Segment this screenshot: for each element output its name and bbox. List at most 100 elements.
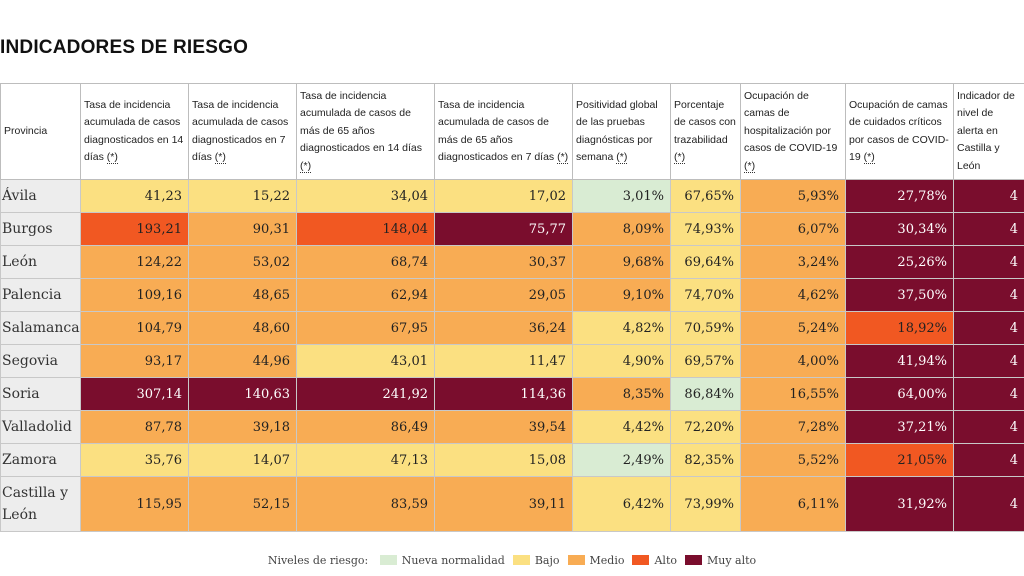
value-cell: 4 [953, 179, 1024, 213]
value-cell: 5,93% [740, 179, 846, 213]
value-cell: 35,76 [80, 443, 189, 477]
value-cell: 34,04 [296, 179, 435, 213]
province-cell: Castilla y León [0, 476, 81, 532]
value-cell: 67,65% [670, 179, 741, 213]
value-cell: 48,60 [188, 311, 297, 345]
value-cell: 70,59% [670, 311, 741, 345]
value-cell: 8,35% [572, 377, 671, 411]
value-cell: 39,11 [434, 476, 573, 532]
column-header: Provincia [0, 83, 81, 180]
value-cell: 140,63 [188, 377, 297, 411]
legend-item: Muy alto [685, 554, 756, 567]
value-cell: 29,05 [434, 278, 573, 312]
value-cell: 36,24 [434, 311, 573, 345]
value-cell: 67,95 [296, 311, 435, 345]
value-cell: 83,59 [296, 476, 435, 532]
province-cell: Salamanca [0, 311, 81, 345]
value-cell: 4 [953, 410, 1024, 444]
value-cell: 109,16 [80, 278, 189, 312]
value-cell: 72,20% [670, 410, 741, 444]
value-cell: 4 [953, 377, 1024, 411]
value-cell: 193,21 [80, 212, 189, 246]
value-cell: 15,08 [434, 443, 573, 477]
legend-swatch [685, 555, 702, 565]
page-title: INDICADORES DE RIESGO [0, 37, 249, 58]
province-cell: Burgos [0, 212, 81, 246]
value-cell: 17,02 [434, 179, 573, 213]
legend-item: Nueva normalidad [379, 554, 505, 567]
value-cell: 39,18 [188, 410, 297, 444]
value-cell: 39,54 [434, 410, 573, 444]
value-cell: 53,02 [188, 245, 297, 279]
value-cell: 69,64% [670, 245, 741, 279]
footnote-link[interactable]: (*) [557, 151, 569, 164]
value-cell: 90,31 [188, 212, 297, 246]
value-cell: 64,00% [845, 377, 954, 411]
value-cell: 37,21% [845, 410, 954, 444]
value-cell: 14,07 [188, 443, 297, 477]
legend-text: Alto [654, 554, 677, 567]
column-header: Ocupación de camas de cuidados críticos … [845, 83, 954, 180]
legend-text: Bajo [534, 554, 560, 567]
value-cell: 86,49 [296, 410, 435, 444]
value-cell: 114,36 [434, 377, 573, 411]
province-cell: León [0, 245, 81, 279]
table-header-row: Provincia Tasa de incidencia acumulada d… [0, 83, 1024, 180]
footnote-link[interactable]: (*) [300, 159, 312, 173]
value-cell: 4,42% [572, 410, 671, 444]
table-row: León 124,22 53,02 68,74 30,37 9,68% 69,64% 3,24… [0, 245, 1024, 279]
value-cell: 62,94 [296, 278, 435, 312]
value-cell: 115,95 [80, 476, 189, 532]
value-cell: 15,22 [188, 179, 297, 213]
value-cell: 68,74 [296, 245, 435, 279]
legend-text: Medio [589, 554, 625, 567]
value-cell: 75,77 [434, 212, 573, 246]
value-cell: 4,62% [740, 278, 846, 312]
column-header: Tasa de incidencia acumulada de casos di… [80, 83, 189, 180]
legend-label: Niveles de riesgo: [267, 554, 369, 567]
value-cell: 41,23 [80, 179, 189, 213]
table-row: Segovia 93,17 44,96 43,01 11,47 4,90% 69,57% 4,… [0, 344, 1024, 378]
value-cell: 11,47 [434, 344, 573, 378]
footnote-link[interactable]: (*) [214, 151, 226, 164]
table-row: Zamora 35,76 14,07 47,13 15,08 2,49% 82,35% 5,5… [0, 443, 1024, 477]
value-cell: 74,93% [670, 212, 741, 246]
column-header: Tasa de incidencia acumulada de casos de… [434, 83, 573, 180]
footnote-link[interactable]: (*) [744, 159, 756, 173]
footnote-link[interactable]: (*) [863, 151, 875, 164]
value-cell: 4,82% [572, 311, 671, 345]
value-cell: 148,04 [296, 212, 435, 246]
value-cell: 31,92% [845, 476, 954, 532]
value-cell: 18,92% [845, 311, 954, 345]
province-cell: Soria [0, 377, 81, 411]
value-cell: 8,09% [572, 212, 671, 246]
value-cell: 6,42% [572, 476, 671, 532]
value-cell: 4,00% [740, 344, 846, 378]
value-cell: 6,11% [740, 476, 846, 532]
value-cell: 104,79 [80, 311, 189, 345]
province-cell: Valladolid [0, 410, 81, 444]
table-row: Valladolid 87,78 39,18 86,49 39,54 4,42% 72,20… [0, 410, 1024, 444]
value-cell: 25,26% [845, 245, 954, 279]
table-row: Soria 307,14 140,63 241,92 114,36 8,35% 86,84%… [0, 377, 1024, 411]
value-cell: 30,37 [434, 245, 573, 279]
province-cell: Palencia [0, 278, 81, 312]
legend-swatch [567, 555, 585, 565]
legend-item: Medio [567, 554, 625, 567]
value-cell: 69,57% [670, 344, 741, 378]
value-cell: 73,99% [670, 476, 741, 532]
value-cell: 74,70% [670, 278, 741, 312]
value-cell: 4 [953, 245, 1024, 279]
table-row: Ávila 41,23 15,22 34,04 17,02 3,01% 67,65% 5,93… [0, 179, 1024, 213]
legend-swatch [512, 555, 530, 565]
footnote-link[interactable]: (*) [616, 151, 628, 164]
value-cell: 3,24% [740, 245, 846, 279]
legend-item: Alto [632, 554, 677, 567]
footnote-link[interactable]: (*) [106, 151, 118, 164]
table-row: Salamanca 104,79 48,60 67,95 36,24 4,82% 70,59… [0, 311, 1024, 345]
value-cell: 30,34% [845, 212, 954, 246]
risk-indicators-table: Provincia Tasa de incidencia acumulada d… [0, 83, 1024, 532]
value-cell: 9,68% [572, 245, 671, 279]
footnote-link[interactable]: (*) [674, 151, 686, 164]
value-cell: 4 [953, 443, 1024, 477]
